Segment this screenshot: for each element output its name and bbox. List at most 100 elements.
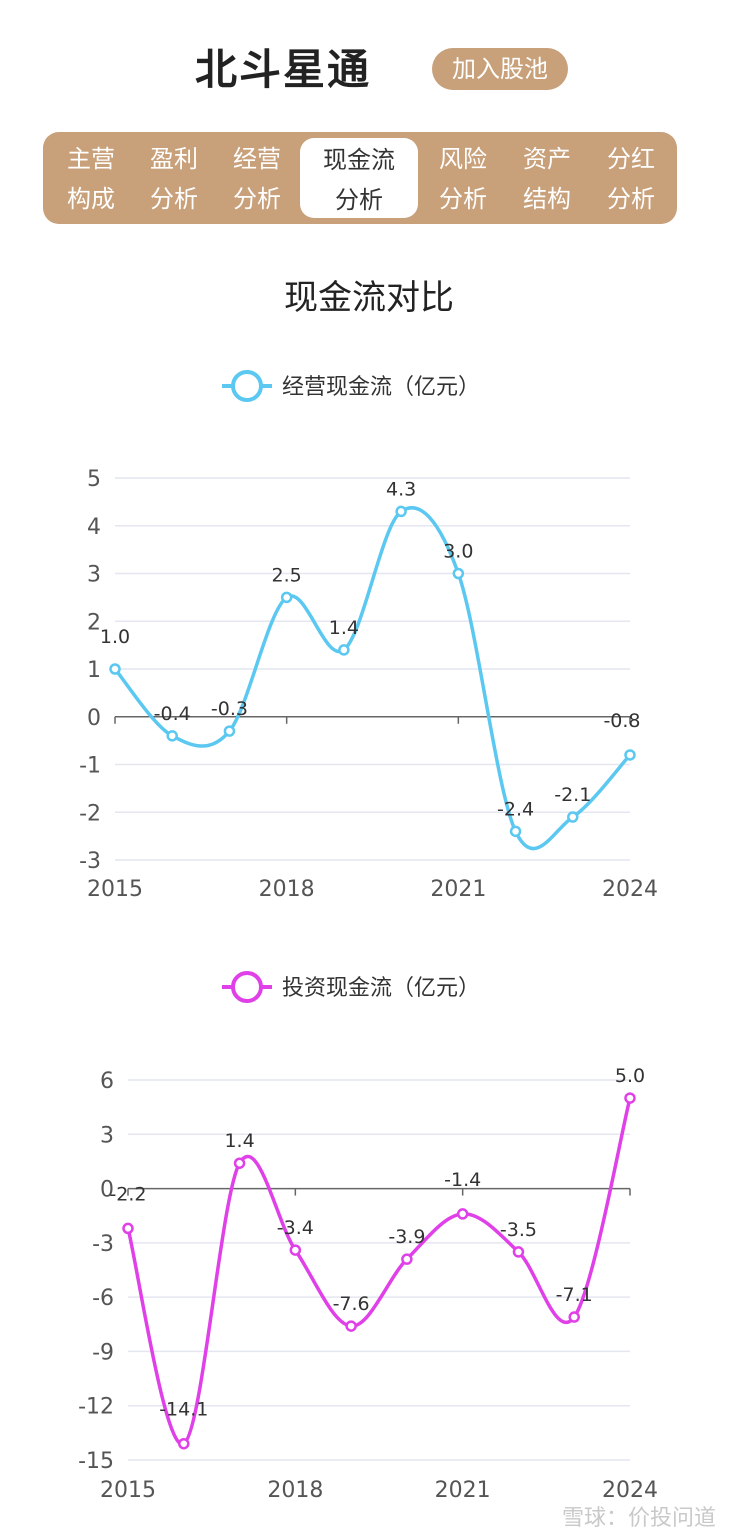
legend-label: 投资现金流（亿元） (282, 976, 480, 1001)
y-tick-label: 4 (87, 515, 101, 540)
company-title: 北斗星通 (195, 45, 372, 94)
data-point (624, 749, 636, 761)
tab-label-line2: 构成 (67, 185, 115, 213)
legend-marker-icon (231, 370, 263, 402)
data-point (289, 1244, 302, 1256)
tab-risk-analysis[interactable]: 风险 分析 (423, 132, 503, 224)
tab-label-line1: 主营 (67, 145, 115, 173)
data-label: 3.0 (443, 541, 473, 563)
legend-marker-icon (231, 971, 263, 1003)
tab-profit-analysis[interactable]: 盈利 分析 (134, 132, 214, 224)
tab-asset-structure[interactable]: 资产 结构 (507, 132, 587, 224)
data-label: -0.4 (154, 703, 191, 725)
x-tick-label: 2018 (267, 1478, 323, 1503)
data-point (401, 1253, 413, 1265)
x-tick-label: 2024 (602, 877, 658, 902)
data-label: 4.3 (386, 478, 416, 500)
tab-operation-analysis[interactable]: 经营 分析 (217, 132, 297, 224)
tab-label-line1: 风险 (439, 145, 487, 173)
data-label: -1.4 (444, 1169, 481, 1191)
x-tick-label: 2015 (87, 877, 143, 902)
header: 北斗星通 加入股池 (0, 30, 738, 110)
y-tick-label: -9 (92, 1340, 114, 1365)
data-point (509, 825, 522, 838)
tab-cashflow-analysis[interactable]: 现金流 分析 (300, 138, 418, 218)
data-point (345, 1320, 357, 1332)
tab-label-line2: 分析 (607, 185, 655, 213)
data-label: -3.9 (388, 1226, 425, 1248)
tab-label-line1: 现金流 (323, 146, 395, 174)
x-tick-label: 2015 (100, 1478, 156, 1503)
tab-label-line1: 盈利 (150, 145, 198, 173)
y-tick-label: 1 (87, 658, 101, 683)
data-point (452, 567, 465, 580)
y-tick-label: 3 (100, 1123, 114, 1148)
y-tick-label: 3 (87, 563, 101, 588)
y-tick-label: 0 (100, 1178, 114, 1203)
y-tick-label: -2 (79, 801, 101, 826)
tab-label-line1: 经营 (233, 145, 281, 173)
data-point (567, 811, 579, 823)
tab-label-line2: 分析 (335, 186, 383, 214)
data-point (178, 1437, 190, 1450)
data-point (233, 1157, 246, 1169)
x-tick-label: 2018 (259, 877, 315, 902)
series-line (113, 506, 632, 851)
data-point (624, 1092, 636, 1104)
data-point (223, 725, 236, 737)
data-label: -3.4 (277, 1217, 314, 1239)
data-point (456, 1208, 469, 1220)
tab-label-line1: 资产 (523, 145, 571, 173)
data-point (338, 644, 350, 656)
x-tick-label: 2021 (435, 1478, 491, 1503)
tab-dividend-analysis[interactable]: 分红 分析 (591, 132, 671, 224)
add-to-pool-button[interactable]: 加入股池 (432, 48, 568, 90)
y-tick-label: 5 (87, 467, 101, 492)
data-label: -3.5 (500, 1219, 537, 1241)
tab-main-business[interactable]: 主营 构成 (51, 132, 131, 224)
data-point (512, 1246, 525, 1258)
data-label: -0.8 (603, 710, 640, 732)
tab-label-line1: 分红 (607, 145, 655, 173)
data-label: -7.6 (333, 1293, 370, 1315)
legend-label: 经营现金流（亿元） (282, 375, 480, 400)
y-tick-label: 6 (100, 1069, 114, 1094)
data-point (109, 663, 121, 675)
section-title: 现金流对比 (284, 278, 454, 318)
x-tick-label: 2021 (430, 877, 486, 902)
y-tick-label: 0 (87, 706, 101, 731)
y-tick-label: -6 (92, 1286, 114, 1311)
data-point (122, 1222, 134, 1235)
tab-label-line2: 分析 (150, 185, 198, 213)
y-tick-label: -1 (79, 754, 101, 779)
data-point (568, 1311, 580, 1323)
investing-cashflow-chart: 投资现金流（亿元） 6 3 0 -3 -6 -9 -12 -15 2015 2018 2021 2024… (78, 971, 658, 1503)
tab-label-line2: 分析 (233, 185, 281, 213)
tab-label-line2: 分析 (439, 185, 487, 213)
y-tick-label: -12 (78, 1395, 114, 1420)
data-label: -2.1 (554, 784, 591, 806)
data-label: 5.0 (615, 1065, 645, 1087)
y-tick-label: -3 (79, 849, 101, 874)
data-label: -0.3 (211, 698, 248, 720)
data-point (395, 505, 407, 518)
data-label: -7.1 (556, 1284, 593, 1306)
analysis-tabs: 主营构成 盈利分析 经营分析 现金流分析 风险分析 资产结构 分红分析 (43, 132, 677, 224)
data-label: 1.4 (224, 1130, 254, 1152)
data-label: -14.1 (159, 1399, 208, 1421)
y-tick-label: -3 (92, 1232, 114, 1257)
data-label: 1.0 (100, 626, 130, 648)
series-line (126, 1097, 632, 1446)
data-label: 2.5 (272, 564, 302, 586)
y-tick-label: 2 (87, 610, 101, 635)
tab-label-line2: 结构 (523, 185, 571, 213)
data-label: -2.2 (109, 1183, 146, 1205)
data-point (280, 591, 293, 604)
data-label: -2.4 (497, 798, 534, 820)
y-tick-label: -15 (78, 1449, 114, 1474)
data-point (166, 730, 178, 742)
data-label: 1.4 (329, 617, 359, 639)
watermark: 雪球：价投问道 (561, 1506, 716, 1531)
operating-cashflow-chart: 经营现金流（亿元） 5 4 3 2 1 0 -1 -2 -3 2015 2018 2021 2024 1.0… (79, 370, 658, 902)
x-tick-label: 2024 (602, 1478, 658, 1503)
